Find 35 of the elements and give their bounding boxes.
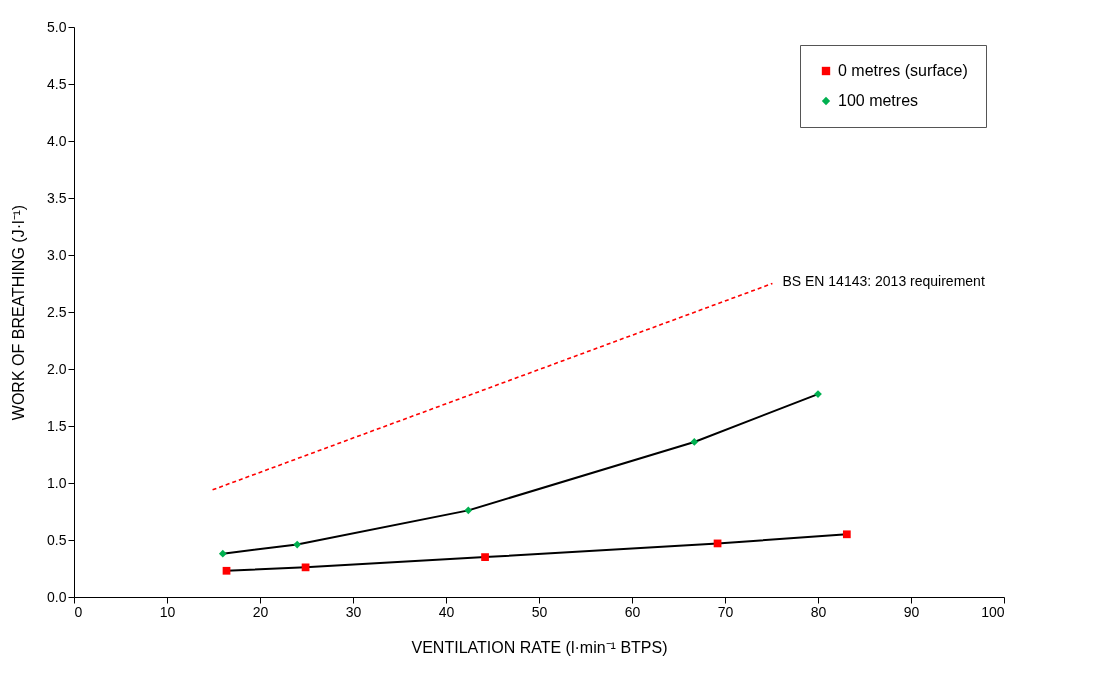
- x-tick-label: 80: [810, 603, 827, 620]
- x-tick-label: 90: [903, 603, 920, 620]
- x-tick-label: 100: [981, 603, 1005, 620]
- y-tick-label: 2.5: [47, 303, 67, 320]
- legend-label: 100 metres: [838, 92, 919, 109]
- legend-label: 0 metres (surface): [838, 62, 968, 79]
- x-tick-label: 50: [531, 603, 548, 620]
- series-label: BS EN 14143: 2013 requirement: [782, 272, 985, 289]
- y-tick-label: 0.5: [47, 531, 67, 548]
- point: [690, 438, 699, 446]
- point: [218, 549, 227, 558]
- x-tick-label: 40: [438, 603, 455, 620]
- point: [293, 540, 302, 549]
- x-tick-label: 10: [159, 603, 176, 620]
- x-tick-label: 0: [74, 603, 83, 620]
- point: [842, 530, 851, 539]
- y-tick-label: 1.0: [47, 474, 67, 491]
- point: [222, 566, 231, 575]
- y-tick-label: 4.5: [47, 75, 67, 92]
- y-tick-label: 3.5: [47, 189, 67, 206]
- y-tick-label: 2.0: [47, 360, 67, 377]
- x-tick-label: 70: [717, 603, 734, 620]
- point: [481, 553, 489, 561]
- y-tick-label: 3.0: [47, 246, 67, 263]
- y-axis-title: WORK OF BREATHING (J·l⁻¹): [10, 204, 28, 421]
- point: [464, 506, 473, 515]
- y-tick-label: 0.0: [47, 588, 67, 605]
- point: [301, 563, 310, 572]
- x-axis-title: VENTILATION RATE (l·min⁻¹ BTPS): [411, 638, 668, 656]
- y-tick-label: 1.5: [47, 417, 67, 434]
- x-tick-label: 60: [624, 603, 641, 620]
- y-tick-label: 4.0: [47, 132, 67, 149]
- x-tick-label: 30: [345, 603, 362, 620]
- y-tick-label: 5.0: [47, 18, 67, 35]
- x-tick-label: 20: [252, 603, 269, 620]
